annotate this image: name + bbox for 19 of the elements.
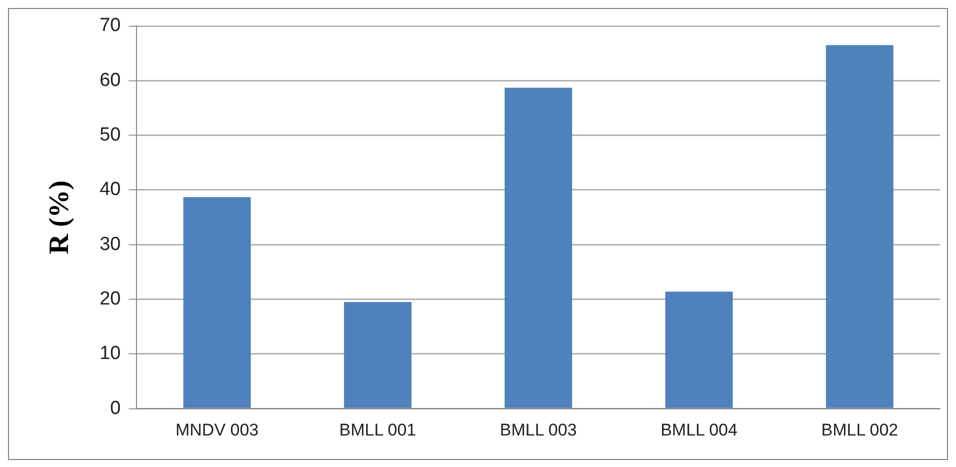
bar [183,197,251,408]
x-tick-label: BMLL 002 [821,420,898,440]
y-tick-label: 50 [100,124,121,146]
x-tick-label: MNDV 003 [175,420,259,440]
y-tick-label: 20 [100,288,121,310]
x-tick-label: BMLL 004 [660,420,738,440]
bar [344,302,412,408]
y-tick-label: 40 [100,179,121,200]
bar [504,88,572,408]
y-tick-label: 70 [100,15,121,36]
x-tick-label: BMLL 001 [339,420,416,440]
y-axis-title: R (%) [44,180,76,254]
y-tick-label: 0 [110,398,121,419]
y-tick-label: 10 [100,343,121,364]
x-tick-label: BMLL 003 [500,420,577,440]
y-tick-label: 30 [100,234,121,255]
bar [665,292,733,408]
y-tick-label: 60 [100,70,121,91]
bar [826,45,894,408]
